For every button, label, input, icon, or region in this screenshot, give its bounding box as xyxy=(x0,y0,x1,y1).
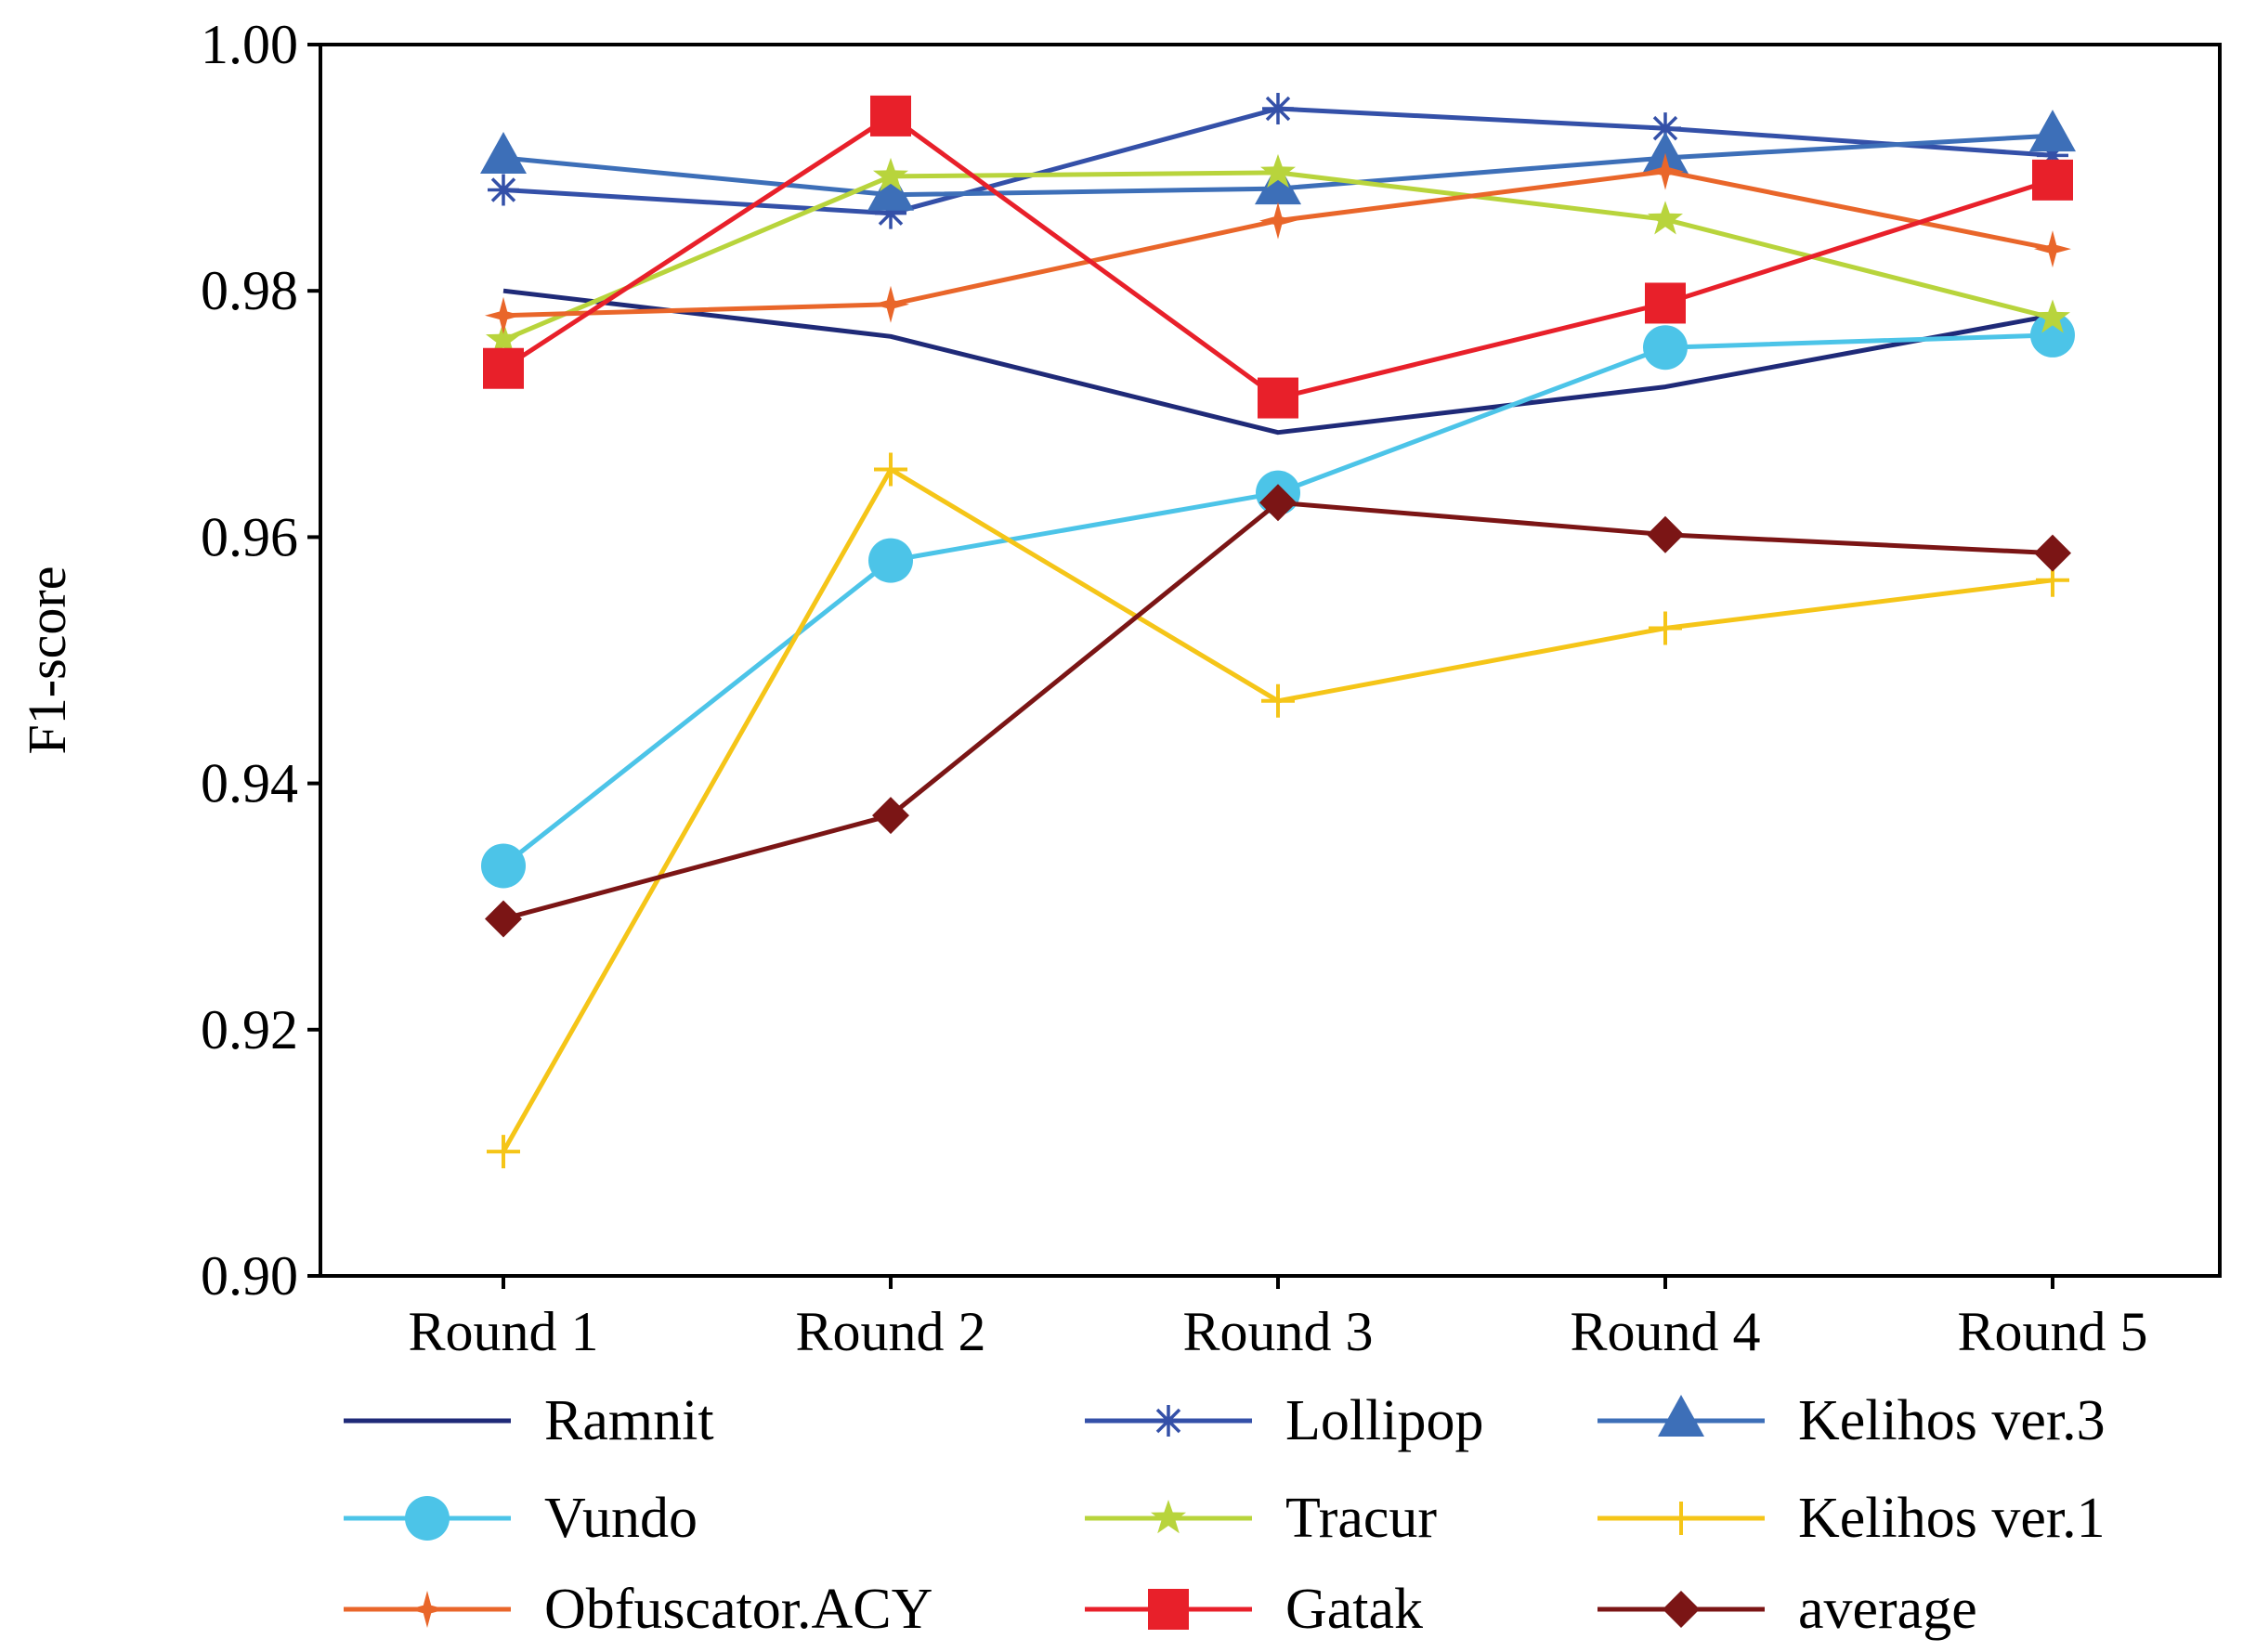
data-point-obfuscator-acy xyxy=(1259,202,1297,240)
data-point-gatak xyxy=(483,347,524,389)
data-point-vundo xyxy=(868,538,913,583)
data-point-kelihos-ver-3 xyxy=(867,168,914,211)
plot-frame xyxy=(319,43,2222,1278)
data-point-kelihos-ver-3 xyxy=(480,131,527,174)
legend-label: Ramnit xyxy=(544,1389,714,1452)
legend-entry-lollipop: Lollipop xyxy=(1085,1389,1484,1452)
data-point-average xyxy=(2034,534,2071,572)
series-line-ramnit xyxy=(502,288,2054,436)
legend-label: Obfuscator.ACY xyxy=(544,1578,932,1641)
data-point-kelihos-ver-1 xyxy=(874,452,907,487)
x-tick-label: Round 5 xyxy=(1957,1301,2147,1362)
series-lollipop xyxy=(488,92,2068,229)
data-point-tracur xyxy=(873,157,908,192)
data-point-average xyxy=(872,797,909,835)
data-point-kelihos-ver-1 xyxy=(1261,683,1295,718)
data-point-gatak xyxy=(1258,377,1298,419)
data-point-vundo xyxy=(481,843,526,889)
series-tracur xyxy=(486,153,2070,356)
y-tick-label: 0.94 xyxy=(201,753,298,814)
data-point-tracur xyxy=(1260,153,1296,189)
y-tick-label: 0.90 xyxy=(201,1245,298,1307)
data-point-lollipop xyxy=(2037,139,2068,172)
y-tick-label: 1.00 xyxy=(201,14,298,75)
x-tick-label: Round 4 xyxy=(1570,1301,1760,1362)
series-ramnit xyxy=(502,288,2054,436)
legend-swatch-marker xyxy=(1658,1395,1704,1437)
series-kelihos-ver-3 xyxy=(480,110,2076,211)
legend-swatch-marker xyxy=(1663,1591,1700,1628)
data-point-lollipop xyxy=(1262,92,1294,124)
legend-swatch-marker xyxy=(409,1591,446,1628)
data-point-average xyxy=(1647,515,1684,553)
legend-entry-ramnit: Ramnit xyxy=(344,1389,714,1452)
x-tick-label: Round 1 xyxy=(408,1301,598,1362)
data-point-gatak xyxy=(1645,282,1686,324)
data-point-obfuscator-acy xyxy=(2034,230,2071,268)
legend-label: Kelihos ver.1 xyxy=(1798,1487,2106,1550)
legend-label: Kelihos ver.3 xyxy=(1798,1389,2106,1452)
legend-swatch-marker xyxy=(1148,1589,1189,1630)
legend: Ramnit Lollipop Kelihos ver.3 Vundo Tracur Ke… xyxy=(344,1389,2106,1641)
data-point-kelihos-ver-1 xyxy=(487,1135,520,1169)
data-point-obfuscator-acy xyxy=(485,296,522,334)
legend-entry-average: average xyxy=(1597,1578,1977,1641)
data-point-average xyxy=(485,900,522,938)
data-point-lollipop xyxy=(1650,112,1681,145)
data-point-gatak xyxy=(870,95,911,137)
data-point-lollipop xyxy=(488,174,519,206)
data-point-tracur xyxy=(2035,299,2070,333)
data-point-lollipop xyxy=(875,197,906,229)
series-obfuscator-acy xyxy=(485,152,2071,334)
legend-entry-vundo: Vundo xyxy=(344,1487,698,1550)
legend-label: Vundo xyxy=(544,1487,698,1550)
y-tick-label: 0.96 xyxy=(201,506,298,567)
legend-entry-kelihos-ver-1: Kelihos ver.1 xyxy=(1597,1487,2106,1550)
data-point-average xyxy=(1259,484,1297,522)
legend-entry-tracur: Tracur xyxy=(1085,1487,1437,1550)
y-axis-label: F1-score xyxy=(17,566,77,755)
legend-swatch-marker xyxy=(1151,1500,1186,1534)
x-tick-label: Round 3 xyxy=(1182,1301,1373,1362)
series-gatak xyxy=(483,95,2073,419)
legend-label: Tracur xyxy=(1285,1487,1437,1550)
series-kelihos-ver-1 xyxy=(487,452,2069,1169)
series-layer xyxy=(480,92,2076,1169)
legend-swatch-marker xyxy=(1153,1405,1184,1437)
data-point-kelihos-ver-3 xyxy=(1642,131,1689,174)
data-point-tracur xyxy=(486,321,521,356)
y-tick-label: 0.98 xyxy=(201,260,298,321)
data-point-kelihos-ver-3 xyxy=(2029,110,2076,152)
data-point-kelihos-ver-3 xyxy=(1255,163,1301,205)
legend-entry-obfuscator-acy: Obfuscator.ACY xyxy=(344,1578,932,1641)
legend-swatch-marker xyxy=(405,1496,450,1541)
data-point-obfuscator-acy xyxy=(1647,152,1684,190)
legend-label: Lollipop xyxy=(1285,1389,1484,1452)
data-point-vundo xyxy=(1643,325,1688,371)
legend-entry-gatak: Gatak xyxy=(1085,1578,1423,1641)
data-point-vundo xyxy=(2030,312,2075,358)
legend-label: Gatak xyxy=(1285,1578,1423,1641)
legend-entry-kelihos-ver-3: Kelihos ver.3 xyxy=(1597,1389,2106,1452)
legend-label: average xyxy=(1798,1578,1977,1641)
x-tick-label: Round 2 xyxy=(795,1301,985,1362)
data-point-gatak xyxy=(2032,159,2073,201)
axes-layer: 0.90 0.92 0.94 0.96 0.98 1.00 Round 1 Round 2 Ro… xyxy=(201,14,2148,1362)
data-point-obfuscator-acy xyxy=(872,285,909,323)
y-tick-label: 0.92 xyxy=(201,999,298,1060)
legend-swatch-marker xyxy=(1664,1502,1698,1535)
data-point-tracur xyxy=(1648,201,1683,235)
data-point-kelihos-ver-1 xyxy=(1649,611,1682,645)
series-average xyxy=(485,484,2071,938)
